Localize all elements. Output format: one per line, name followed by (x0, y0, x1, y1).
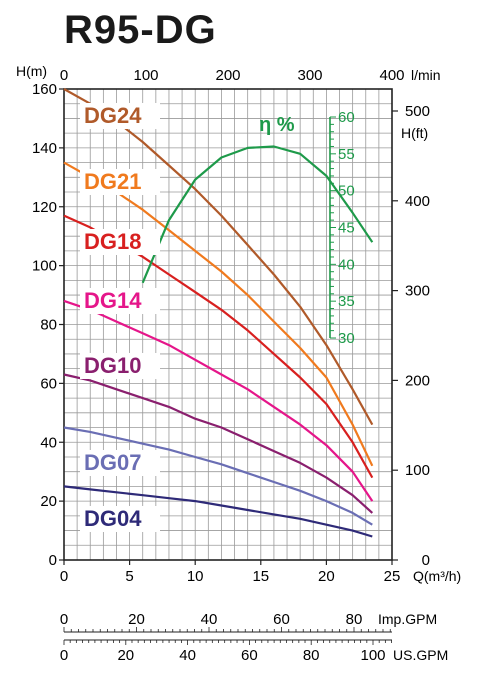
top-tick-label: 200 (215, 67, 240, 84)
y-axis-label: H(m) (16, 63, 47, 79)
chart-title: R95-DG (64, 8, 217, 52)
series-label-bg (80, 450, 160, 476)
us-gpm-tick-label: 80 (303, 647, 320, 664)
y-tick-label: 80 (40, 317, 57, 334)
x-axis-label: Q(m³/h) (413, 568, 461, 584)
y-tick-label: 140 (32, 140, 57, 157)
ft-tick-label: 400 (405, 193, 430, 210)
efficiency-tick-label: 40 (338, 256, 355, 273)
axes: 0 20 40 60 80 100 120 140 160 H(m) 0 5 10 15 20 25 Q(m³/… (16, 63, 461, 664)
ft-tick-label: 100 (405, 462, 430, 479)
series-label-bg (80, 229, 160, 255)
series-label-bg (80, 169, 160, 195)
top-tick-label: 0 (60, 67, 68, 84)
ft-tick-label: 300 (405, 283, 430, 300)
series-label: DG21 (84, 169, 141, 194)
y-tick-label: 60 (40, 375, 57, 392)
series-label-bg (80, 288, 160, 314)
y-tick-label: 0 (49, 552, 57, 569)
efficiency-tick-label: 35 (338, 293, 355, 310)
series-label: DG18 (84, 229, 141, 254)
x-tick-label: 25 (384, 568, 401, 585)
efficiency-tick-label: 30 (338, 330, 355, 347)
y-tick-label: 160 (32, 81, 57, 98)
us-gpm-tick-label: 40 (179, 647, 196, 664)
ft-tick-label: 0 (422, 552, 430, 569)
x-tick-label: 0 (60, 568, 68, 585)
us-gpm-label: US.GPM (393, 647, 448, 663)
efficiency-tick-label: 50 (338, 183, 355, 200)
efficiency-tick-label: 45 (338, 220, 355, 237)
imp-gpm-label: Imp.GPM (378, 611, 437, 627)
efficiency-tick-label: 55 (338, 146, 355, 163)
y-tick-label: 20 (40, 493, 57, 510)
y-tick-label: 120 (32, 199, 57, 216)
top-tick-label: 100 (133, 67, 158, 84)
series-label-bg (80, 103, 160, 129)
efficiency-axis-label: η % (259, 114, 295, 136)
x-tick-label: 15 (252, 568, 269, 585)
imp-gpm-tick-label: 40 (201, 611, 218, 628)
series-line-dg07 (63, 426, 373, 526)
series-line-dg10 (63, 373, 374, 514)
x-tick-label: 10 (187, 568, 204, 585)
top-tick-label: 300 (297, 67, 322, 84)
imp-gpm-tick-label: 80 (346, 611, 363, 628)
imp-gpm-tick-label: 60 (273, 611, 290, 628)
series-label: DG24 (84, 103, 142, 128)
x-tick-label: 20 (318, 568, 335, 585)
top-tick-label: 400 (379, 67, 404, 84)
imp-gpm-tick-label: 0 (60, 611, 68, 628)
ft-tick-label: 500 (405, 103, 430, 120)
series-label: DG04 (84, 506, 142, 531)
imp-gpm-tick-label: 20 (128, 611, 145, 628)
series-label: DG10 (84, 353, 141, 378)
us-gpm-tick-label: 60 (241, 647, 258, 664)
labels-layer: DG24 DG21 DG18 DG14 DG10 DG07 DG04 (80, 103, 160, 532)
us-gpm-tick-label: 0 (60, 647, 68, 664)
series-line- (141, 145, 374, 284)
series-label-bg (80, 353, 160, 379)
y-tick-label: 40 (40, 434, 57, 451)
us-gpm-tick-label: 100 (360, 647, 385, 664)
ft-axis-label: H(ft) (401, 125, 428, 141)
x-tick-label: 5 (125, 568, 133, 585)
efficiency-tick-label: 60 (338, 109, 355, 126)
ft-tick-label: 200 (405, 372, 430, 389)
y-tick-label: 100 (32, 258, 57, 275)
top-axis-label: l/min (411, 67, 441, 83)
series-line-dg04 (63, 485, 373, 538)
series-label: DG14 (84, 288, 142, 313)
series-label: DG07 (84, 450, 141, 475)
series-line-dg14 (63, 299, 374, 502)
us-gpm-tick-label: 20 (117, 647, 134, 664)
series-label-bg (80, 506, 160, 532)
